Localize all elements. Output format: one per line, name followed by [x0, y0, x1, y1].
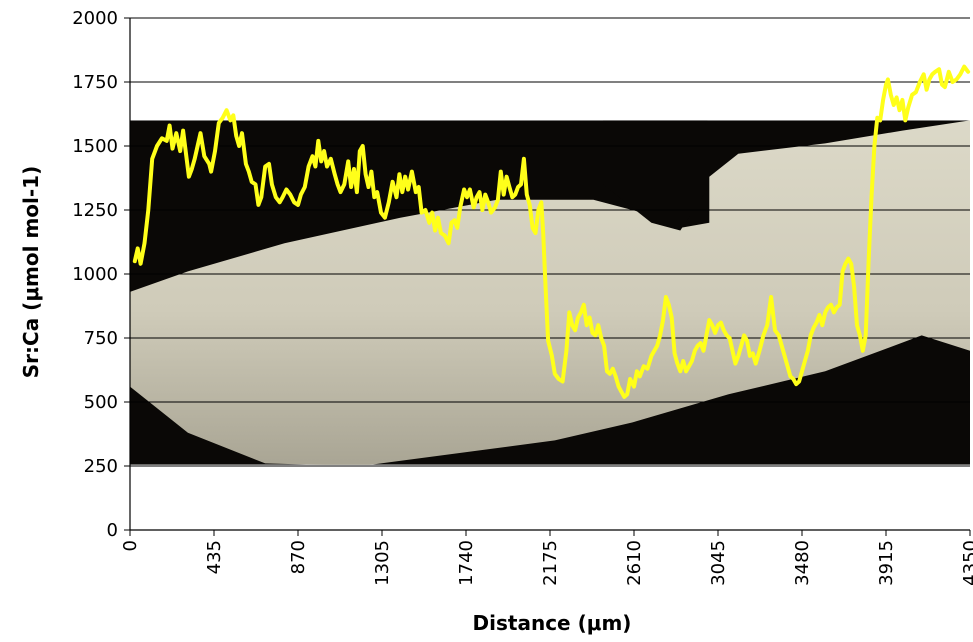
x-axis-title: Distance (μm) — [473, 611, 632, 635]
y-tick-label: 1250 — [72, 200, 118, 221]
otolith-body — [130, 120, 970, 465]
x-tick-label: 1305 — [372, 540, 393, 586]
y-tick-label: 2000 — [72, 8, 118, 29]
y-axis-title: Sr:Ca (μmol mol-1) — [19, 166, 43, 378]
y-tick-label: 750 — [84, 328, 118, 349]
y-tick-label: 0 — [107, 520, 118, 541]
series-line — [132, 64, 971, 399]
x-tick-label: 3480 — [792, 540, 813, 586]
y-tick-label: 500 — [84, 392, 118, 413]
y-tick-label: 1750 — [72, 72, 118, 93]
y-tick-labels: 0 250 500 750 1000 1250 1500 1750 2000 — [72, 8, 130, 541]
y-tick-label: 1500 — [72, 136, 118, 157]
x-tick-label: 2610 — [624, 540, 645, 586]
horizontal-gridlines — [130, 17, 970, 467]
x-tick-label: 3045 — [708, 540, 729, 586]
otolith-notch — [603, 120, 708, 231]
x-tick-label: 4350 — [960, 540, 973, 586]
y-tick-label: 250 — [84, 456, 118, 477]
otolith-photo — [130, 120, 970, 465]
x-tick-label: 870 — [288, 540, 309, 574]
x-tick-label: 0 — [120, 540, 141, 551]
series-group — [132, 64, 971, 399]
x-tick-labels: 0 435 870 1305 1740 2175 2610 3045 3480 3915 4350 — [120, 530, 973, 586]
x-tick-label: 3915 — [876, 540, 897, 586]
y-tick-label: 1000 — [72, 264, 118, 285]
x-tick-label: 435 — [204, 540, 225, 574]
x-tick-label: 2175 — [540, 540, 561, 586]
x-tick-label: 1740 — [456, 540, 477, 586]
